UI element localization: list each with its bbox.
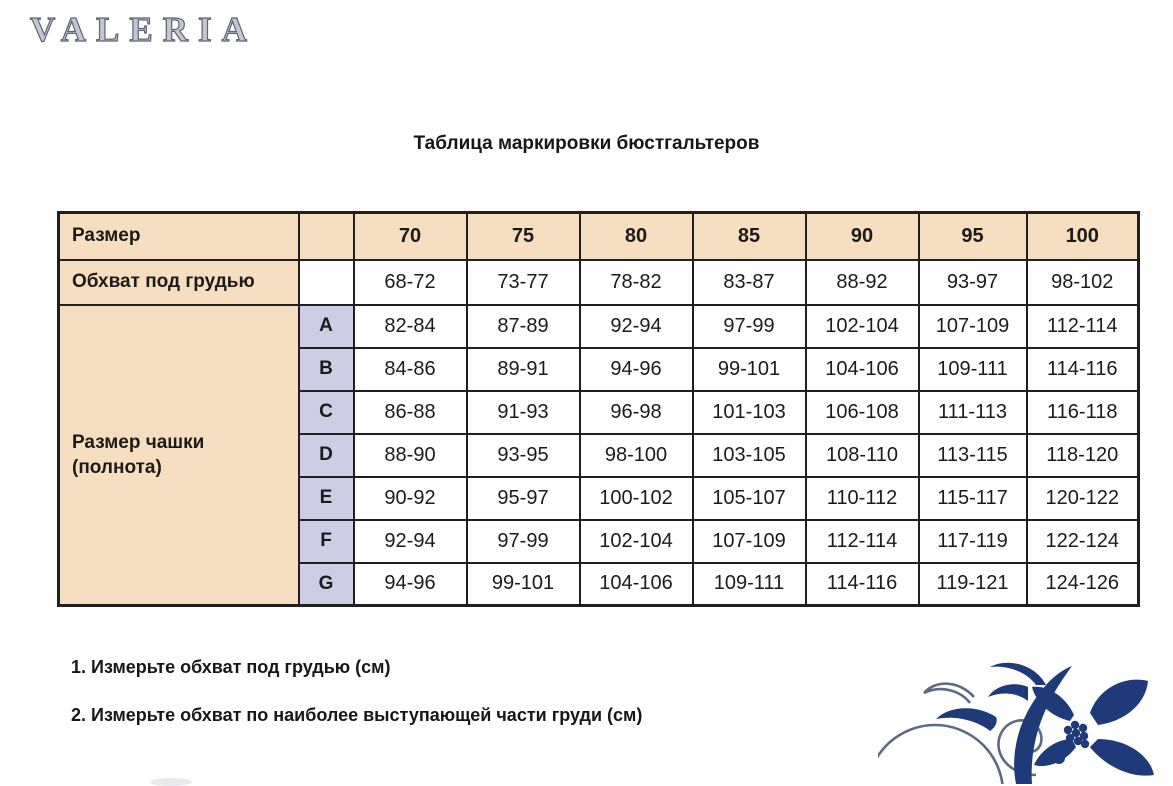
floral-flourish-icon — [878, 662, 1154, 784]
size-header-cell: 80 — [578, 211, 694, 261]
cup-value-cell: 112-114 — [804, 518, 920, 564]
cup-value-cell: 114-116 — [1025, 346, 1140, 392]
cup-value-cell: 115-117 — [917, 475, 1028, 521]
cup-letter-cell: D — [297, 432, 355, 478]
table-row: D 88-90 93-95 98-100 103-105 108-110 113-115 11… — [59, 432, 1140, 478]
underbust-value-cell: 78-82 — [578, 258, 694, 306]
underbust-value-cell: 73-77 — [465, 258, 581, 306]
cup-value-cell: 96-98 — [578, 389, 694, 435]
cup-value-cell: 99-101 — [691, 346, 807, 392]
cup-value-cell: 116-118 — [1025, 389, 1140, 435]
cup-value-cell: 103-105 — [691, 432, 807, 478]
size-label-cell: Размер — [57, 211, 300, 261]
cup-value-cell: 92-94 — [578, 303, 694, 349]
size-header-cell: 85 — [691, 211, 807, 261]
table-row: B 84-86 89-91 94-96 99-101 104-106 109-111 114-… — [59, 346, 1140, 392]
underbust-value-cell: 98-102 — [1025, 258, 1140, 306]
cup-value-cell: 86-88 — [352, 389, 468, 435]
cup-value-cell: 113-115 — [917, 432, 1028, 478]
cup-value-cell: 119-121 — [917, 561, 1028, 607]
size-header-cell: 75 — [465, 211, 581, 261]
size-header-cell: 100 — [1025, 211, 1140, 261]
cup-value-cell: 87-89 — [465, 303, 581, 349]
underbust-value-cell: 68-72 — [352, 258, 468, 306]
cup-value-cell: 89-91 — [465, 346, 581, 392]
size-header-cell: 90 — [804, 211, 920, 261]
cup-value-cell: 109-111 — [917, 346, 1028, 392]
cup-value-cell: 104-106 — [578, 561, 694, 607]
cup-value-cell: 104-106 — [804, 346, 920, 392]
cup-letter-cell: E — [297, 475, 355, 521]
underbust-value-cell: 83-87 — [691, 258, 807, 306]
table-row: F 92-94 97-99 102-104 107-109 112-114 117-119 1… — [59, 518, 1140, 564]
cup-value-cell: 88-90 — [352, 432, 468, 478]
cup-letter-cell: B — [297, 346, 355, 392]
cup-value-cell: 112-114 — [1025, 303, 1140, 349]
underbust-value-cell: 88-92 — [804, 258, 920, 306]
cup-value-cell: 93-95 — [465, 432, 581, 478]
size-header-cell: 70 — [352, 211, 468, 261]
cup-value-cell: 107-109 — [917, 303, 1028, 349]
cup-value-cell: 109-111 — [691, 561, 807, 607]
cup-value-cell: 107-109 — [691, 518, 807, 564]
cup-value-cell: 118-120 — [1025, 432, 1140, 478]
table-row: C 86-88 91-93 96-98 101-103 106-108 111-113 116… — [59, 389, 1140, 435]
cup-value-cell: 92-94 — [352, 518, 468, 564]
cup-value-cell: 98-100 — [578, 432, 694, 478]
cup-value-cell: 94-96 — [352, 561, 468, 607]
cup-value-cell: 108-110 — [804, 432, 920, 478]
cup-value-cell: 84-86 — [352, 346, 468, 392]
corner-cell — [297, 258, 355, 306]
underbust-value-cell: 93-97 — [917, 258, 1028, 306]
cup-value-cell: 110-112 — [804, 475, 920, 521]
cup-value-cell: 91-93 — [465, 389, 581, 435]
table-row: E 90-92 95-97 100-102 105-107 110-112 115-117 1… — [59, 475, 1140, 521]
cup-letter-cell: A — [297, 303, 355, 349]
cup-label-line1: Размер чашки — [72, 431, 205, 453]
table-row: G 94-96 99-101 104-106 109-111 114-116 119-121… — [59, 561, 1140, 607]
cup-label-line2: (полнота) — [72, 456, 162, 478]
cup-value-cell: 101-103 — [691, 389, 807, 435]
bra-size-table: Размер 70 75 80 85 90 95 100 Обхват под грудью 68… — [57, 211, 1140, 607]
cup-size-label-cell: Размер чашки (полнота) — [57, 303, 300, 607]
cup-value-cell: 102-104 — [578, 518, 694, 564]
cup-value-cell: 102-104 — [804, 303, 920, 349]
cup-value-cell: 106-108 — [804, 389, 920, 435]
cup-value-cell: 122-124 — [1025, 518, 1140, 564]
cup-value-cell: 117-119 — [917, 518, 1028, 564]
corner-cell — [297, 211, 355, 261]
cup-value-cell: 114-116 — [804, 561, 920, 607]
size-header-cell: 95 — [917, 211, 1028, 261]
brand-logo: VALERIA — [29, 9, 257, 49]
cup-value-cell: 111-113 — [917, 389, 1028, 435]
cup-value-cell: 120-122 — [1025, 475, 1140, 521]
cup-letter-cell: F — [297, 518, 355, 564]
table-row: Размер чашки (полнота) A 82-84 87-89 92-94 97-… — [57, 303, 1140, 607]
cup-value-cell: 100-102 — [578, 475, 694, 521]
underbust-label-cell: Обхват под грудью — [57, 258, 300, 306]
cup-value-cell: 97-99 — [465, 518, 581, 564]
cup-value-cell: 95-97 — [465, 475, 581, 521]
cup-value-cell: 97-99 — [691, 303, 807, 349]
instruction-step-1: 1. Измерьте обхват под грудью (см) — [71, 657, 391, 677]
cup-value-cell: 99-101 — [465, 561, 581, 607]
cup-letter-cell: G — [297, 561, 355, 607]
cup-value-cell: 105-107 — [691, 475, 807, 521]
cup-value-cell: 124-126 — [1025, 561, 1140, 607]
table-row: Обхват под грудью 68-72 73-77 78-82 83-87 88-… — [57, 258, 1140, 306]
cup-value-cell: 82-84 — [352, 303, 468, 349]
cup-letter-cell: C — [297, 389, 355, 435]
page-title: Таблица маркировки бюстгальтеров — [413, 133, 760, 154]
artifact-smudge — [150, 778, 192, 786]
cup-value-cell: 94-96 — [578, 346, 694, 392]
table-row: Размер 70 75 80 85 90 95 100 — [57, 211, 1140, 261]
cup-value-cell: 90-92 — [352, 475, 468, 521]
instruction-step-2: 2. Измерьте обхват по наиболее выступающ… — [71, 705, 643, 725]
